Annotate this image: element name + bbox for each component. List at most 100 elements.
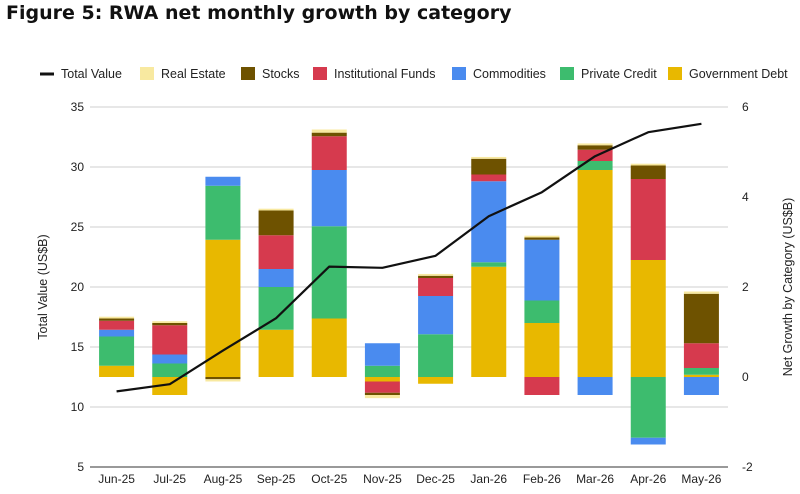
- bar-segment-commodities: [683, 377, 719, 395]
- bar-segment-real-estate: [630, 163, 666, 166]
- total-value-line: [116, 122, 702, 393]
- x-tick-label: Jun-25: [98, 472, 135, 486]
- x-tick-label: Oct-25: [311, 472, 347, 486]
- bar-segment-private-credit: [683, 368, 719, 375]
- legend-item-government-debt: Government Debt: [668, 67, 788, 81]
- bar-segment-institutional-funds: [258, 235, 294, 269]
- bar-segment-private-credit: [524, 300, 560, 323]
- bar-segment-government-debt: [524, 323, 560, 377]
- bar-segment-stocks: [364, 392, 400, 395]
- legend-label: Commodities: [473, 67, 546, 81]
- bar-segment-government-debt: [258, 329, 294, 377]
- left-tick-label: 35: [71, 100, 85, 114]
- bar-segment-private-credit: [152, 363, 188, 377]
- x-tick-label: Jul-25: [153, 472, 186, 486]
- legend-swatch: [313, 67, 327, 80]
- bar-segment-institutional-funds: [683, 343, 719, 368]
- left-tick-label: 30: [71, 160, 85, 174]
- x-tick-label: Nov-25: [363, 472, 402, 486]
- bar-segment-government-debt: [630, 260, 666, 377]
- legend-swatch: [241, 67, 255, 80]
- bar-segment-government-debt: [152, 377, 188, 395]
- bar-segment-private-credit: [364, 365, 400, 377]
- legend-swatch: [452, 67, 466, 80]
- bar-segment-government-debt: [418, 377, 454, 384]
- bar-segment-real-estate: [577, 143, 613, 146]
- bar-segment-institutional-funds: [630, 179, 666, 260]
- bar-segment-institutional-funds: [152, 325, 188, 355]
- x-tick-label: Sep-25: [257, 472, 296, 486]
- bar-segment-commodities: [205, 176, 241, 186]
- bar-segment-commodities: [99, 329, 135, 337]
- legend-item-real-estate: Real Estate: [140, 67, 226, 81]
- bar-segment-real-estate: [364, 395, 400, 399]
- bar-segment-private-credit: [311, 226, 347, 319]
- right-tick-label: 4: [742, 190, 749, 204]
- bar-segment-institutional-funds: [311, 136, 347, 170]
- x-tick-label: Mar-26: [576, 472, 614, 486]
- legend-swatch: [140, 67, 154, 80]
- bar-segment-government-debt: [577, 170, 613, 377]
- left-tick-label: 25: [71, 220, 85, 234]
- figure-title: Figure 5: RWA net monthly growth by cate…: [6, 2, 512, 24]
- x-tick-label: Feb-26: [523, 472, 561, 486]
- bar-segment-stocks: [577, 145, 613, 150]
- bar-segment-commodities: [577, 377, 613, 395]
- bar-segment-real-estate: [258, 208, 294, 211]
- bar-segment-stocks: [311, 132, 347, 137]
- legend-label: Total Value: [61, 67, 122, 81]
- bar-segment-commodities: [630, 437, 666, 445]
- right-tick-label: 2: [742, 280, 749, 294]
- bar-segment-commodities: [311, 170, 347, 227]
- x-tick-label: Dec-25: [416, 472, 455, 486]
- legend-swatch: [668, 67, 682, 80]
- chart-gridlines: [90, 106, 728, 468]
- bar-segment-real-estate: [683, 291, 719, 294]
- legend-label: Real Estate: [161, 67, 226, 81]
- bar-segment-stocks: [258, 210, 294, 236]
- left-axis-title: Total Value (US$B): [36, 234, 50, 339]
- legend-label: Private Credit: [581, 67, 657, 81]
- bar-segment-institutional-funds: [364, 381, 400, 393]
- bar-segment-government-debt: [364, 377, 400, 382]
- bar-segment-institutional-funds: [524, 377, 560, 395]
- legend-label: Stocks: [262, 67, 300, 81]
- left-tick-label: 20: [71, 280, 85, 294]
- right-tick-label: 6: [742, 100, 749, 114]
- bar-segment-government-debt: [311, 318, 347, 377]
- bar-segment-commodities: [524, 239, 560, 301]
- bar-segment-government-debt: [471, 266, 507, 377]
- bar-segment-commodities: [364, 343, 400, 366]
- bar-segment-real-estate: [524, 235, 560, 238]
- x-tick-label: Jan-26: [470, 472, 507, 486]
- bar-segment-stocks: [99, 318, 135, 321]
- right-tick-label: -2: [742, 460, 753, 474]
- bar-segment-private-credit: [471, 262, 507, 267]
- legend-item-private-credit: Private Credit: [560, 67, 657, 81]
- bar-segment-real-estate: [418, 273, 454, 276]
- bar-segment-stocks: [471, 158, 507, 175]
- bar-segment-real-estate: [205, 379, 241, 382]
- x-tick-label: Apr-26: [630, 472, 666, 486]
- right-tick-label: 0: [742, 370, 749, 384]
- bar-segment-real-estate: [99, 316, 135, 319]
- chart-axes: 5 10 15 20 25 30 35 -2 0 2 4 6 Jun-25 Jul-25 Aug-25 Sep…: [36, 100, 795, 486]
- legend-label: Institutional Funds: [334, 67, 435, 81]
- left-tick-label: 5: [77, 460, 84, 474]
- bar-segment-stocks: [418, 275, 454, 278]
- bar-segment-stocks: [524, 237, 560, 240]
- bar-segment-government-debt: [683, 374, 719, 377]
- bar-segment-private-credit: [258, 287, 294, 330]
- bar-segment-institutional-funds: [418, 278, 454, 296]
- bar-segment-real-estate: [152, 321, 188, 323]
- legend-swatch: [560, 67, 574, 80]
- bar-segment-government-debt: [99, 365, 135, 377]
- bar-segment-commodities: [258, 269, 294, 287]
- bar-segment-commodities: [418, 296, 454, 335]
- bar-segment-commodities: [152, 354, 188, 364]
- legend-item-institutional-funds: Institutional Funds: [313, 67, 435, 81]
- x-tick-label: Aug-25: [204, 472, 243, 486]
- bar-segment-stocks: [683, 293, 719, 344]
- right-axis-title: Net Growth by Category (US$B): [781, 198, 795, 377]
